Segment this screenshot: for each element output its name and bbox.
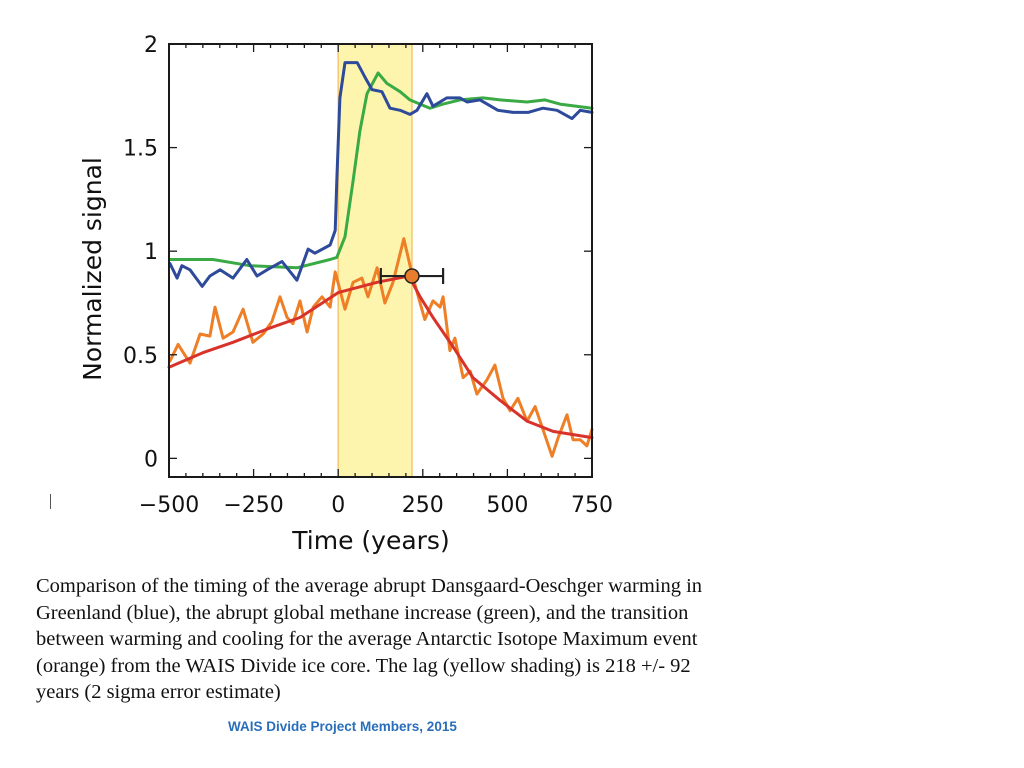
chart: −500 −250 0 250 500 750 0 0.5 1 1.5 2 Time (years)… xyxy=(78,33,613,555)
y-tick-label: 0.5 xyxy=(123,344,158,369)
plot-frame xyxy=(168,43,593,478)
x-axis-title: Time (years) xyxy=(291,526,449,555)
x-tick-label: 0 xyxy=(331,493,345,518)
tick-layer xyxy=(168,43,593,477)
x-tick-label: 750 xyxy=(571,493,613,518)
y-tick-label: 1 xyxy=(144,240,158,265)
shaded-lag-region-layer xyxy=(337,44,413,477)
blue-greenland-series-line xyxy=(168,61,594,288)
axes-frame xyxy=(168,43,593,478)
x-tick-label: 250 xyxy=(402,493,444,518)
marker-layer xyxy=(379,268,445,285)
x-tick-label: 500 xyxy=(486,493,528,518)
figure-caption: Comparison of the timing of the average … xyxy=(36,575,703,703)
x-tick-label: −500 xyxy=(139,493,199,518)
left-margin-mark xyxy=(50,494,51,509)
series-layer xyxy=(167,61,594,458)
y-tick-label: 1.5 xyxy=(123,137,158,162)
y-axis-title: Normalized signal xyxy=(78,157,107,381)
lag-shading xyxy=(338,44,412,477)
red-fit-series-line xyxy=(167,274,594,440)
x-tick-label: −250 xyxy=(223,493,283,518)
y-tick-label: 0 xyxy=(144,447,158,472)
green-methane-series-line xyxy=(168,71,594,270)
credit-line: WAIS Divide Project Members, 2015 xyxy=(228,719,457,734)
y-tick-label: 2 xyxy=(144,33,158,58)
tick-label-layer: −500 −250 0 250 500 750 0 0.5 1 1.5 2 xyxy=(123,33,613,518)
transition-point-marker xyxy=(404,268,420,284)
